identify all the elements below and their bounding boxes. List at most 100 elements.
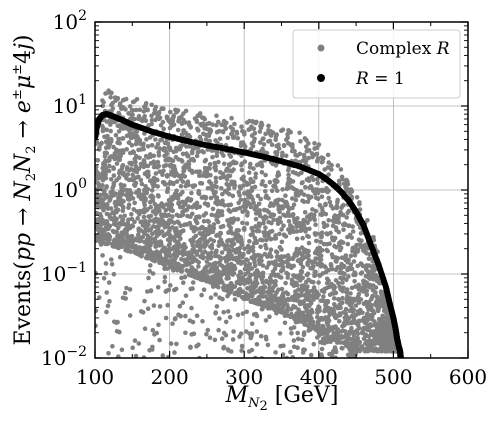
point-complex-r xyxy=(267,138,273,144)
point-complex-r xyxy=(298,261,304,266)
point-complex-r xyxy=(300,310,306,316)
point-complex-r xyxy=(260,358,265,363)
point-complex-r xyxy=(98,141,103,147)
legend-marker-r-equals-1 xyxy=(317,74,325,82)
point-complex-r xyxy=(214,150,220,155)
point-complex-r xyxy=(294,220,299,225)
point-complex-r xyxy=(267,314,272,320)
point-complex-r xyxy=(340,288,346,294)
point-complex-r xyxy=(295,258,301,264)
point-complex-r xyxy=(212,183,218,189)
point-complex-r xyxy=(142,326,148,332)
point-complex-r xyxy=(157,304,163,309)
point-complex-r xyxy=(303,144,309,150)
point-complex-r xyxy=(334,203,340,209)
point-complex-r xyxy=(150,231,155,237)
point-complex-r xyxy=(296,287,301,292)
point-complex-r xyxy=(155,285,161,290)
point-complex-r xyxy=(252,263,258,269)
point-complex-r xyxy=(329,266,335,272)
point-complex-r xyxy=(333,255,338,260)
point-complex-r xyxy=(226,162,232,167)
point-complex-r xyxy=(299,257,305,262)
point-complex-r xyxy=(218,175,223,181)
point-complex-r xyxy=(291,229,297,235)
point-complex-r xyxy=(246,200,251,206)
point-complex-r xyxy=(293,250,299,255)
point-complex-r xyxy=(356,300,362,305)
point-complex-r xyxy=(325,315,331,321)
point-complex-r xyxy=(341,264,347,270)
point-complex-r xyxy=(221,309,226,315)
point-complex-r xyxy=(97,295,102,300)
point-complex-r xyxy=(312,217,318,223)
point-complex-r xyxy=(219,336,225,342)
point-complex-r xyxy=(174,212,180,218)
point-complex-r xyxy=(142,171,148,176)
point-complex-r xyxy=(324,285,330,291)
point-complex-r xyxy=(124,133,130,139)
point-complex-r xyxy=(184,198,189,204)
point-complex-r xyxy=(269,188,275,194)
point-complex-r xyxy=(214,113,219,118)
point-complex-r xyxy=(279,299,285,305)
point-complex-r xyxy=(262,207,268,213)
point-complex-r xyxy=(126,127,132,133)
point-complex-r xyxy=(154,242,160,247)
point-complex-r xyxy=(247,192,252,197)
point-complex-r xyxy=(157,115,163,120)
point-complex-r xyxy=(222,188,228,194)
point-complex-r xyxy=(122,290,128,296)
point-complex-r xyxy=(290,205,295,211)
point-complex-r xyxy=(186,254,192,260)
point-complex-r xyxy=(116,175,122,180)
point-complex-r xyxy=(351,307,357,313)
point-complex-r xyxy=(181,165,186,170)
point-complex-r xyxy=(112,215,117,220)
point-complex-r xyxy=(356,291,362,297)
point-complex-r xyxy=(247,262,253,267)
point-complex-r xyxy=(248,247,253,253)
point-complex-r xyxy=(149,143,155,148)
point-complex-r xyxy=(230,179,235,185)
point-complex-r xyxy=(105,202,110,207)
point-complex-r xyxy=(254,204,259,210)
point-complex-r xyxy=(242,132,247,137)
point-complex-r xyxy=(148,288,154,294)
point-complex-r xyxy=(154,233,160,238)
point-complex-r xyxy=(240,128,245,134)
point-complex-r xyxy=(232,185,237,190)
point-complex-r xyxy=(233,207,238,212)
point-complex-r xyxy=(165,141,171,146)
point-complex-r xyxy=(319,352,324,357)
point-complex-r xyxy=(98,215,103,220)
point-complex-r xyxy=(305,233,310,239)
point-complex-r xyxy=(211,261,217,267)
point-complex-r xyxy=(111,165,116,170)
point-complex-r xyxy=(129,107,135,113)
point-complex-r xyxy=(334,259,339,264)
point-complex-r xyxy=(249,141,255,146)
point-complex-r xyxy=(355,331,361,336)
point-complex-r xyxy=(151,175,157,181)
point-complex-r xyxy=(168,341,174,346)
point-complex-r xyxy=(179,256,184,262)
point-complex-r xyxy=(146,173,151,178)
point-complex-r xyxy=(268,214,274,219)
point-complex-r xyxy=(253,239,258,244)
point-complex-r xyxy=(138,219,143,225)
point-complex-r xyxy=(291,338,297,343)
point-complex-r xyxy=(208,237,213,242)
point-complex-r xyxy=(126,111,131,116)
point-complex-r xyxy=(122,213,127,219)
point-complex-r xyxy=(132,200,137,206)
point-complex-r xyxy=(117,140,122,146)
point-complex-r xyxy=(141,146,146,152)
point-complex-r xyxy=(295,216,300,221)
point-complex-r xyxy=(349,194,355,200)
point-complex-r xyxy=(205,201,211,207)
point-complex-r xyxy=(189,265,195,271)
point-complex-r xyxy=(240,311,246,316)
point-complex-r xyxy=(124,241,129,247)
point-complex-r xyxy=(284,259,289,265)
